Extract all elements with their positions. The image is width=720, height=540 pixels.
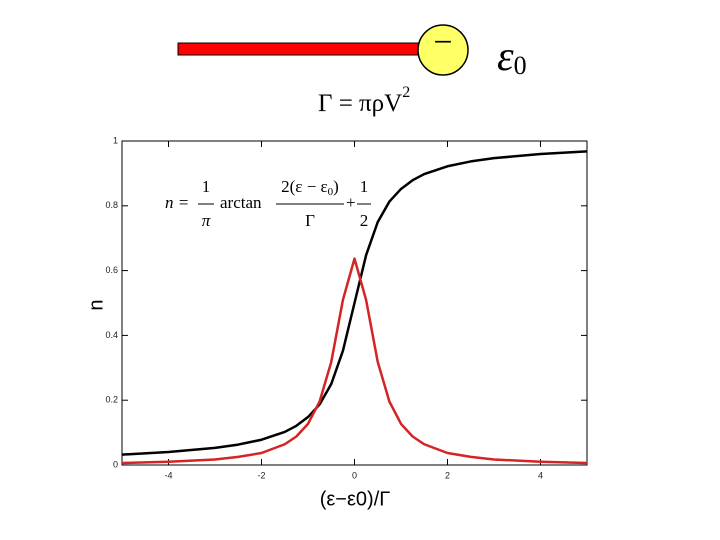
y-tick-label: 0.4 xyxy=(105,330,118,340)
y-tick-label: 0.2 xyxy=(105,395,118,405)
formula-num: 1 xyxy=(202,177,211,196)
formula-den: 2 xyxy=(360,211,369,230)
y-tick-label: 0.6 xyxy=(105,265,118,275)
x-axis-label: (ε−ε0)/Γ xyxy=(320,488,391,510)
formula-den: Γ xyxy=(305,211,315,230)
y-tick-label: 0.8 xyxy=(105,200,118,210)
level-sign: − xyxy=(433,24,452,61)
x-tick-label: 2 xyxy=(445,470,450,480)
coupling: Γ = πρV2 xyxy=(318,84,410,117)
y-axis-label: n xyxy=(85,299,107,310)
dot-level xyxy=(417,24,469,76)
y-tick-label: 0 xyxy=(113,459,118,469)
formula-lhs: n = xyxy=(165,193,189,212)
x-tick-label: 4 xyxy=(538,470,543,480)
x-tick-label: -4 xyxy=(164,470,172,480)
x-tick-label: 0 xyxy=(352,470,357,480)
y-tick-label: 1 xyxy=(113,135,118,145)
x-tick-label: -2 xyxy=(257,470,265,480)
level-symbol: ε0 xyxy=(497,34,527,80)
lead-bar xyxy=(177,42,424,56)
formula-plus: + xyxy=(346,193,356,212)
line-series xyxy=(121,257,588,465)
formula-den: π xyxy=(202,211,211,230)
formula-func: arctan xyxy=(220,193,262,212)
plot: 0 0.2 0.4 0.6 0.8 1 -4 -2 0 2 4 xyxy=(105,135,588,480)
line-series xyxy=(121,150,588,456)
formula: n = 1 π arctan 2(ε − ε0) Γ + 1 2 xyxy=(165,177,371,230)
formula-num: 2(ε − ε0) xyxy=(281,177,339,198)
formula-num: 1 xyxy=(360,177,369,196)
